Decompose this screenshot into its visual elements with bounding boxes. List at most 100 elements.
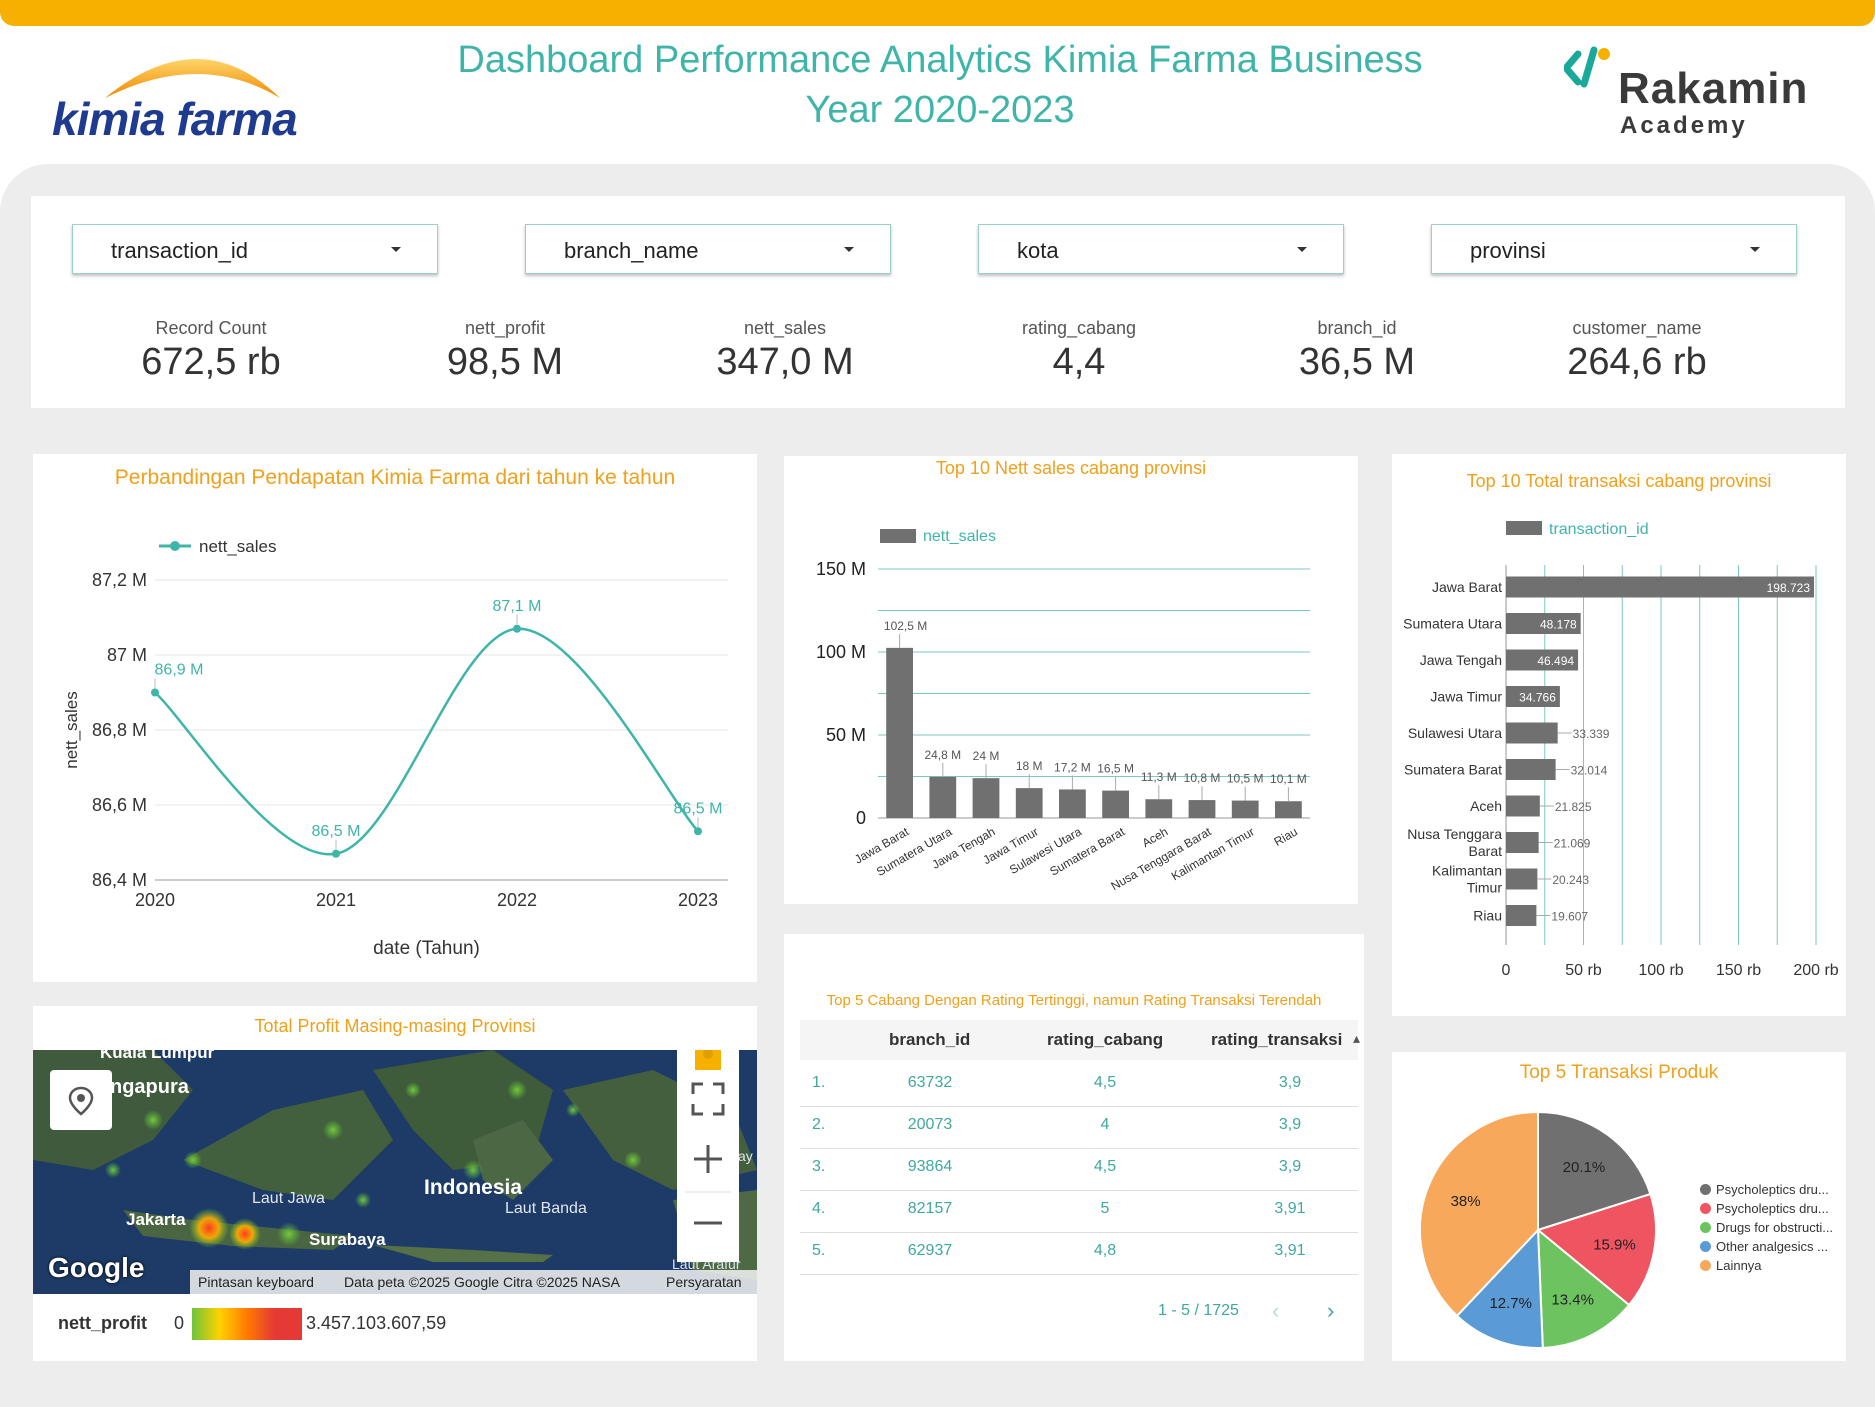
legend-dot-icon bbox=[1700, 1222, 1711, 1233]
pie-legend-item[interactable]: Drugs for obstructi... bbox=[1700, 1220, 1833, 1235]
hbar-data-label: 20.243 bbox=[1552, 873, 1589, 887]
vbar-data-label: 18 M bbox=[1016, 759, 1043, 773]
vbar-data-label: 16,5 M bbox=[1097, 762, 1134, 776]
vbar-legend-label: nett_sales bbox=[923, 528, 996, 545]
prev-page-icon[interactable]: ‹ bbox=[1272, 1298, 1280, 1323]
sun-arc-icon bbox=[105, 59, 280, 98]
transaksi-bar-title: Top 10 Total transaksi cabang provinsi bbox=[1466, 471, 1772, 491]
pie-slice[interactable] bbox=[1455, 1227, 1544, 1349]
hbar-bar[interactable] bbox=[1506, 722, 1558, 744]
filter-branch-name[interactable]: branch_name bbox=[525, 224, 891, 274]
pie-slice[interactable] bbox=[1535, 1192, 1657, 1307]
hbar-bar[interactable] bbox=[1506, 649, 1579, 671]
next-page-icon[interactable]: › bbox=[1327, 1298, 1335, 1323]
hbar-bar[interactable] bbox=[1506, 905, 1537, 926]
nett-sales-bar-card bbox=[784, 456, 1358, 904]
line-point[interactable] bbox=[151, 688, 159, 697]
hbar-x-tick-label: 200 rb bbox=[1793, 962, 1838, 975]
vbar-bar[interactable] bbox=[1059, 789, 1086, 818]
vbar-y-tick-label: 100 M bbox=[816, 642, 866, 662]
hbar-bar[interactable] bbox=[1506, 613, 1581, 634]
column-header-rating-transaksi[interactable]: rating_transaksi bbox=[1211, 1030, 1343, 1049]
line-point[interactable] bbox=[694, 827, 702, 836]
vbar-bar[interactable] bbox=[1015, 788, 1043, 818]
vbar-bar[interactable] bbox=[1102, 790, 1129, 818]
map-location-button[interactable] bbox=[50, 1070, 112, 1130]
hbar-y-tick-label: Jawa Barat bbox=[1432, 579, 1502, 595]
fullscreen-icon[interactable] bbox=[691, 1082, 725, 1116]
line-x-tick-label: 2023 bbox=[678, 890, 718, 910]
hbar-data-label: 33.339 bbox=[1573, 727, 1610, 741]
hbar-x-tick-label: 100 rb bbox=[1638, 962, 1683, 975]
line-point[interactable] bbox=[332, 849, 340, 858]
vbar-data-label: 17,2 M bbox=[1054, 760, 1091, 774]
map-label-singapura: ngapura bbox=[110, 1076, 189, 1098]
transaksi-bar-card bbox=[1392, 454, 1846, 1016]
column-header-branch-id[interactable]: branch_id bbox=[889, 1030, 971, 1049]
street-view-pegman-icon[interactable] bbox=[695, 1049, 721, 1070]
hbar-bar[interactable] bbox=[1506, 795, 1540, 817]
chevron-down-icon bbox=[1750, 247, 1760, 252]
pie-legend-item[interactable]: Psycholeptics dru... bbox=[1700, 1201, 1829, 1216]
hbar-x-tick-label: 50 rb bbox=[1565, 962, 1602, 975]
vbar-x-tick-label: Sumatera Barat bbox=[1047, 824, 1127, 878]
kpi-nett-profit: nett_profit 98,5 M bbox=[446, 318, 564, 383]
rakamin-logo: Rakamin Academy bbox=[1560, 46, 1840, 146]
vbar-data-label: 24 M bbox=[973, 749, 1000, 763]
vbar-bar[interactable] bbox=[1275, 801, 1302, 818]
sort-arrow-icon[interactable]: ▴ bbox=[1353, 1030, 1361, 1046]
line-point[interactable] bbox=[513, 624, 521, 633]
hbar-y-tick-label: Sulawesi Utara bbox=[1408, 725, 1502, 741]
cell-branch-id: 63732 bbox=[907, 1074, 953, 1091]
hbar-legend-swatch bbox=[1506, 521, 1542, 535]
rakamin-subtitle: Academy bbox=[1620, 112, 1748, 139]
keyboard-shortcuts-link[interactable]: Pintasan keyboard bbox=[198, 1274, 314, 1290]
nett-sales-bar-title: Top 10 Nett sales cabang provinsi bbox=[935, 458, 1207, 478]
province-profit-map[interactable] bbox=[33, 1050, 757, 1294]
map-terms-link[interactable]: Persyaratan bbox=[666, 1274, 742, 1290]
hbar-bar[interactable] bbox=[1506, 576, 1815, 598]
title-line-1: Dashboard Performance Analytics Kimia Fa… bbox=[457, 39, 1423, 81]
kpi-nett-sales: nett_sales 347,0 M bbox=[716, 318, 854, 383]
hbar-y-tick-label: Kalimantan bbox=[1432, 863, 1502, 879]
line-chart: 86,4 M 86,6 M 86,8 M 87 M 87,2 M 2020 2021 2022… bbox=[62, 537, 728, 959]
filter-transaction-id[interactable]: transaction_id bbox=[72, 224, 438, 274]
hbar-y-tick-label: Riau bbox=[1473, 908, 1502, 924]
pie-slice[interactable] bbox=[1537, 1110, 1652, 1232]
map-legend-gradient bbox=[192, 1308, 302, 1340]
pie-legend-item[interactable]: Lainnya bbox=[1700, 1258, 1762, 1273]
vbar-bar[interactable] bbox=[1231, 800, 1259, 818]
pie-slice-label: 15.9% bbox=[1593, 1237, 1636, 1254]
hbar-bar[interactable] bbox=[1506, 686, 1560, 707]
filter-kota[interactable]: kota bbox=[978, 224, 1344, 274]
hbar-data-label: 48.178 bbox=[1540, 618, 1577, 632]
legend-dot-icon bbox=[1700, 1260, 1711, 1271]
vbar-legend-swatch bbox=[880, 529, 916, 543]
vbar-bar[interactable] bbox=[1188, 800, 1216, 818]
hbar-bar[interactable] bbox=[1506, 868, 1538, 890]
hbar-bar[interactable] bbox=[1506, 759, 1556, 780]
google-logo: Google bbox=[48, 1252, 145, 1283]
cell-rating-cabang: 4,5 bbox=[1093, 1158, 1117, 1175]
hbar-y-tick-label: Aceh bbox=[1470, 798, 1502, 814]
hbar-data-label: 21.069 bbox=[1554, 837, 1591, 851]
zoom-in-icon[interactable] bbox=[694, 1145, 722, 1173]
vbar-bar[interactable] bbox=[886, 647, 913, 818]
rating-table-title: Top 5 Cabang Dengan Rating Tertinggi, na… bbox=[826, 992, 1322, 1009]
pie-chart-title: Top 5 Transaksi Produk bbox=[1519, 1062, 1719, 1083]
pie-legend-item[interactable]: Psycholeptics dru... bbox=[1700, 1182, 1829, 1197]
pie-legend-label: Psycholeptics dru... bbox=[1716, 1201, 1829, 1216]
pie-slice[interactable] bbox=[1419, 1110, 1539, 1318]
pie-legend-item[interactable]: Other analgesics ... bbox=[1700, 1239, 1828, 1254]
line-chart-card bbox=[33, 454, 757, 982]
hbar-data-label: 21.825 bbox=[1555, 800, 1592, 814]
chevron-down-icon bbox=[391, 247, 401, 252]
hbar-bar[interactable] bbox=[1506, 832, 1539, 853]
column-header-rating-cabang[interactable]: rating_cabang bbox=[1047, 1030, 1164, 1049]
vbar-bar[interactable] bbox=[929, 776, 957, 818]
pie-slice[interactable] bbox=[1536, 1227, 1631, 1349]
cell-branch-id: 93864 bbox=[907, 1158, 953, 1175]
vbar-bar[interactable] bbox=[972, 778, 1000, 818]
filter-provinsi[interactable]: provinsi bbox=[1431, 224, 1797, 274]
vbar-bar[interactable] bbox=[1145, 799, 1173, 818]
